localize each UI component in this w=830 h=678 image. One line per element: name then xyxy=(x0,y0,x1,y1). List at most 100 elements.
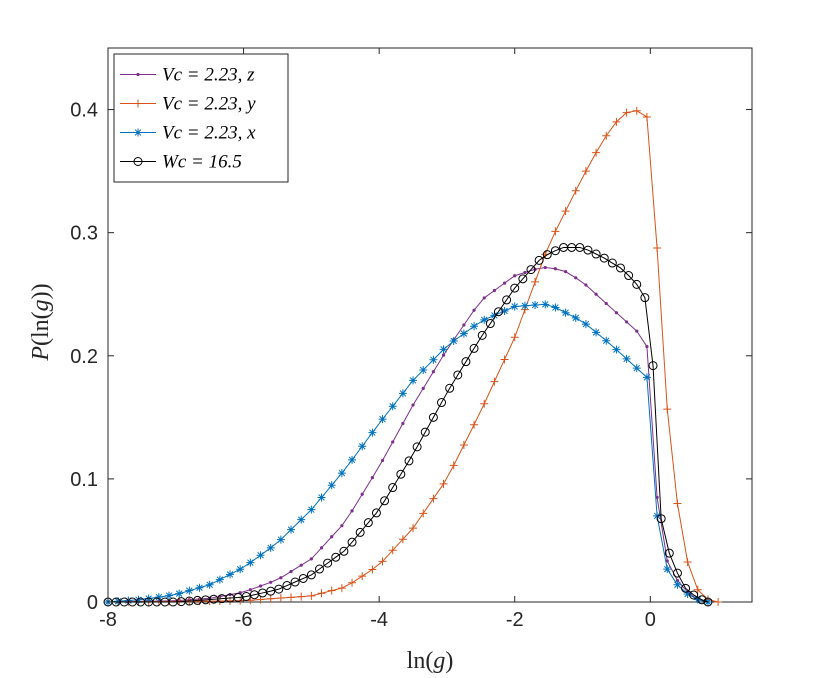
series-2-point xyxy=(388,546,397,555)
series-3-point xyxy=(561,308,570,317)
series-3-point xyxy=(490,311,499,320)
x-axis-title-var: g xyxy=(433,648,445,674)
series-2-point xyxy=(571,186,580,195)
series-1-point xyxy=(553,267,558,271)
series-4-point xyxy=(315,564,325,574)
legend-marker xyxy=(134,128,142,137)
y-tick-label: 0 xyxy=(87,592,98,614)
series-3-point xyxy=(622,354,631,363)
series-4-point xyxy=(266,586,276,596)
series-4-point xyxy=(485,319,495,329)
series-3-point xyxy=(144,594,153,603)
series-2-point xyxy=(510,333,519,342)
series-2-point xyxy=(653,244,662,253)
series-1-point xyxy=(543,265,547,270)
series-1-point xyxy=(462,323,466,327)
series-1-point xyxy=(269,580,273,584)
y-tick-label: 0.2 xyxy=(70,346,98,368)
legend-label: Vc = 2.23, x xyxy=(162,123,256,144)
series-1-point xyxy=(594,292,598,296)
series-3-point xyxy=(409,376,418,385)
series-4-point xyxy=(583,245,593,255)
series-2-point xyxy=(561,207,570,216)
series-4-point xyxy=(290,577,300,587)
series-2-point xyxy=(683,557,692,566)
series-3-point xyxy=(653,511,662,520)
series-3-point xyxy=(154,593,163,602)
series-2-point xyxy=(368,565,377,574)
series-3-point xyxy=(531,301,540,310)
series-3-point xyxy=(592,328,601,337)
series-2-point xyxy=(297,592,306,601)
series-4-point xyxy=(664,548,674,558)
series-3-point xyxy=(175,589,184,598)
series-4-point xyxy=(445,383,455,393)
series-2-point xyxy=(419,509,428,518)
series-1-point xyxy=(391,440,395,444)
series-4-point xyxy=(380,496,390,506)
series-3-point xyxy=(287,525,296,534)
series-4-point xyxy=(703,597,713,607)
series-4-point xyxy=(697,595,707,605)
series-1-point xyxy=(563,270,568,274)
series-3-point xyxy=(337,469,346,478)
legend-marker xyxy=(136,72,140,77)
series-2-point xyxy=(622,108,631,117)
series-3-point xyxy=(165,591,174,600)
series-4-point xyxy=(550,246,560,256)
series-2-point xyxy=(480,399,489,408)
series-3-point xyxy=(215,575,224,584)
series-1-point xyxy=(584,283,588,287)
series-1-point xyxy=(411,403,415,407)
series-4-point xyxy=(306,570,316,580)
series-1-point xyxy=(614,311,619,315)
series-3-point xyxy=(195,583,204,592)
series-1-point xyxy=(472,308,476,312)
series-4-point xyxy=(510,283,520,293)
series-4-point xyxy=(323,558,333,568)
series-4-point xyxy=(681,583,691,593)
series-4-point xyxy=(493,307,503,317)
series-2-point xyxy=(693,585,702,594)
y-axis-title-var2: g xyxy=(28,299,54,311)
series-1-point xyxy=(665,559,669,563)
series-3-point xyxy=(185,586,194,595)
series-4-point xyxy=(396,469,406,479)
series-4-point xyxy=(477,330,487,340)
series-1-point xyxy=(289,569,293,574)
series-1-point xyxy=(431,370,435,374)
y-tick-label: 0.1 xyxy=(70,469,98,491)
series-2-point xyxy=(642,112,651,121)
series-3-point xyxy=(500,306,509,315)
series-3-point xyxy=(541,300,550,309)
series-2-point xyxy=(429,494,438,503)
series-4-point xyxy=(656,514,666,524)
series-4-point xyxy=(599,253,609,263)
series-1-point xyxy=(340,524,344,528)
series-2-point xyxy=(714,598,723,606)
series-1-point xyxy=(330,535,334,539)
series-2-point xyxy=(409,524,418,533)
series-3-point xyxy=(205,580,214,589)
series-3-point xyxy=(307,505,316,514)
series-4-point xyxy=(371,508,381,518)
series-1-point xyxy=(248,588,252,592)
series-2-point xyxy=(470,420,479,429)
series-3-point xyxy=(276,535,285,544)
legend-label: Vc = 2.23, z xyxy=(162,65,255,86)
series-2-point xyxy=(266,594,275,603)
series-3-point xyxy=(581,320,590,329)
series-3-point xyxy=(571,313,580,322)
x-axis-title: ln(g) xyxy=(407,648,454,674)
series-3-point xyxy=(297,515,306,524)
series-4-point xyxy=(331,552,341,562)
series-3-point xyxy=(520,301,529,310)
series-2-point xyxy=(348,578,357,587)
x-tick-label: -8 xyxy=(99,609,117,631)
legend-marker xyxy=(133,157,143,166)
series-3-point xyxy=(348,455,357,464)
series-4-point xyxy=(388,483,398,493)
series-2-point xyxy=(307,591,316,600)
series-4-point xyxy=(420,427,430,437)
